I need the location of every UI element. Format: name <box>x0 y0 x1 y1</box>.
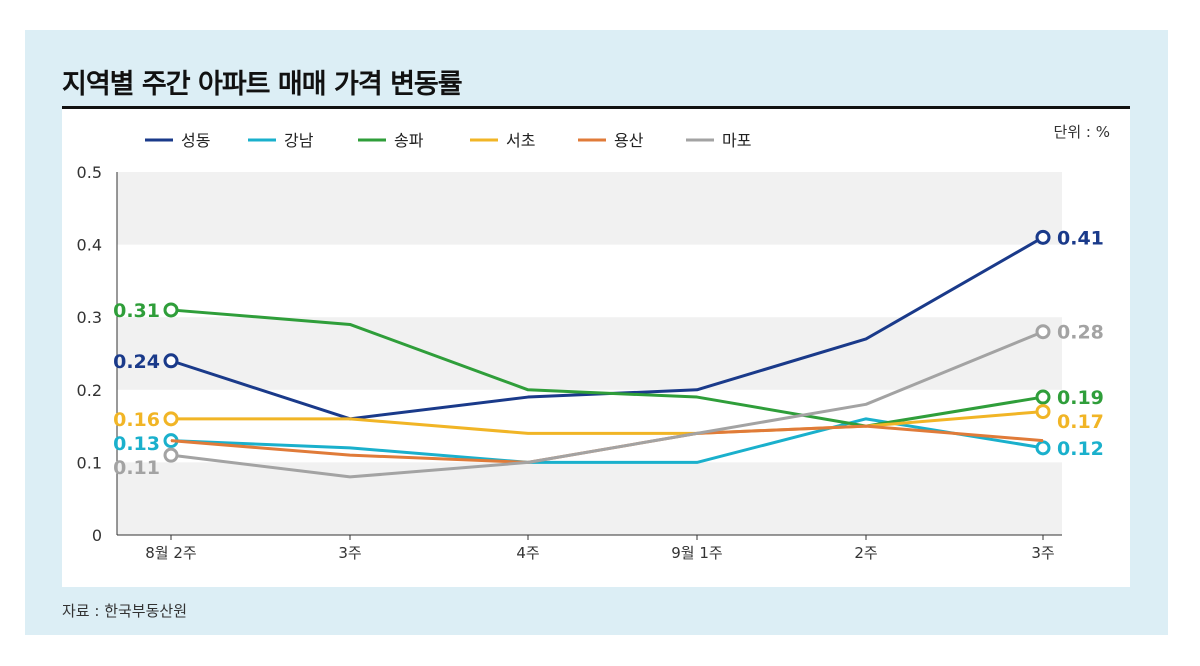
data-point <box>696 461 698 463</box>
data-point <box>865 425 867 427</box>
legend-label: 강남 <box>284 131 314 150</box>
data-point <box>527 461 529 463</box>
x-tick-label: 8월 2주 <box>145 544 196 562</box>
data-point <box>865 403 867 405</box>
data-label-end: 0.17 <box>1057 411 1104 433</box>
legend-label: 용산 <box>614 131 644 150</box>
data-point <box>696 432 698 434</box>
y-tick-label: 0 <box>92 526 102 545</box>
data-point <box>349 323 351 325</box>
series-line-용산 <box>170 424 1044 464</box>
data-label-start: 0.11 <box>113 457 160 479</box>
y-tick-label: 0.2 <box>77 381 102 400</box>
data-label-start: 0.24 <box>113 351 160 373</box>
y-tick-label: 0.5 <box>77 163 102 182</box>
data-point-marker <box>1035 389 1051 405</box>
legend-label: 성동 <box>181 131 210 150</box>
data-point <box>865 338 867 340</box>
legend-label: 서초 <box>506 131 535 150</box>
x-tick-label: 3주 <box>1031 544 1054 562</box>
data-point <box>527 396 529 398</box>
y-tick-label: 0.3 <box>77 308 102 327</box>
data-label-end: 0.12 <box>1057 438 1104 460</box>
data-label-start: 0.31 <box>113 300 160 322</box>
x-tick-label: 9월 1주 <box>671 544 722 562</box>
data-point-marker <box>1035 324 1051 340</box>
data-point <box>349 476 351 478</box>
data-point <box>865 418 867 420</box>
grid-band <box>117 172 1062 245</box>
series-line-마포 <box>170 330 1044 479</box>
data-point <box>696 396 698 398</box>
data-label-start: 0.13 <box>113 433 160 455</box>
data-point <box>527 389 529 391</box>
data-point-marker <box>163 353 179 369</box>
grid-band <box>117 317 1062 390</box>
data-point <box>170 440 172 442</box>
data-point-marker <box>1035 229 1051 245</box>
unit-label: 단위 : % <box>1054 123 1110 141</box>
legend-label: 송파 <box>394 131 424 150</box>
data-label-end: 0.28 <box>1057 322 1104 344</box>
source-note: 자료 : 한국부동산원 <box>62 602 187 620</box>
data-point-marker <box>163 447 179 463</box>
data-point <box>349 418 351 420</box>
series-line-송파 <box>170 308 1044 428</box>
data-label-end: 0.41 <box>1057 227 1104 249</box>
chart-title: 지역별 주간 아파트 매매 가격 변동률 <box>62 69 463 100</box>
x-tick-label: 4주 <box>516 544 539 562</box>
data-point <box>696 389 698 391</box>
data-point <box>349 454 351 456</box>
series-line-강남 <box>170 417 1044 464</box>
data-label-end: 0.19 <box>1057 387 1104 409</box>
x-tick-label: 2주 <box>854 544 877 562</box>
series-line-서초 <box>171 410 1044 435</box>
legend-label: 마포 <box>722 131 751 150</box>
data-label-start: 0.16 <box>113 409 160 431</box>
data-point <box>1042 440 1044 442</box>
data-point <box>349 447 351 449</box>
data-point-marker <box>1035 404 1051 420</box>
x-tick-label: 3주 <box>338 544 361 562</box>
y-tick-label: 0.4 <box>77 236 102 255</box>
data-point-marker <box>163 302 179 318</box>
y-tick-label: 0.1 <box>77 453 102 472</box>
data-point-marker <box>1035 440 1051 456</box>
grid-band <box>117 462 1062 535</box>
data-point <box>527 432 529 434</box>
data-point-marker <box>163 411 179 427</box>
